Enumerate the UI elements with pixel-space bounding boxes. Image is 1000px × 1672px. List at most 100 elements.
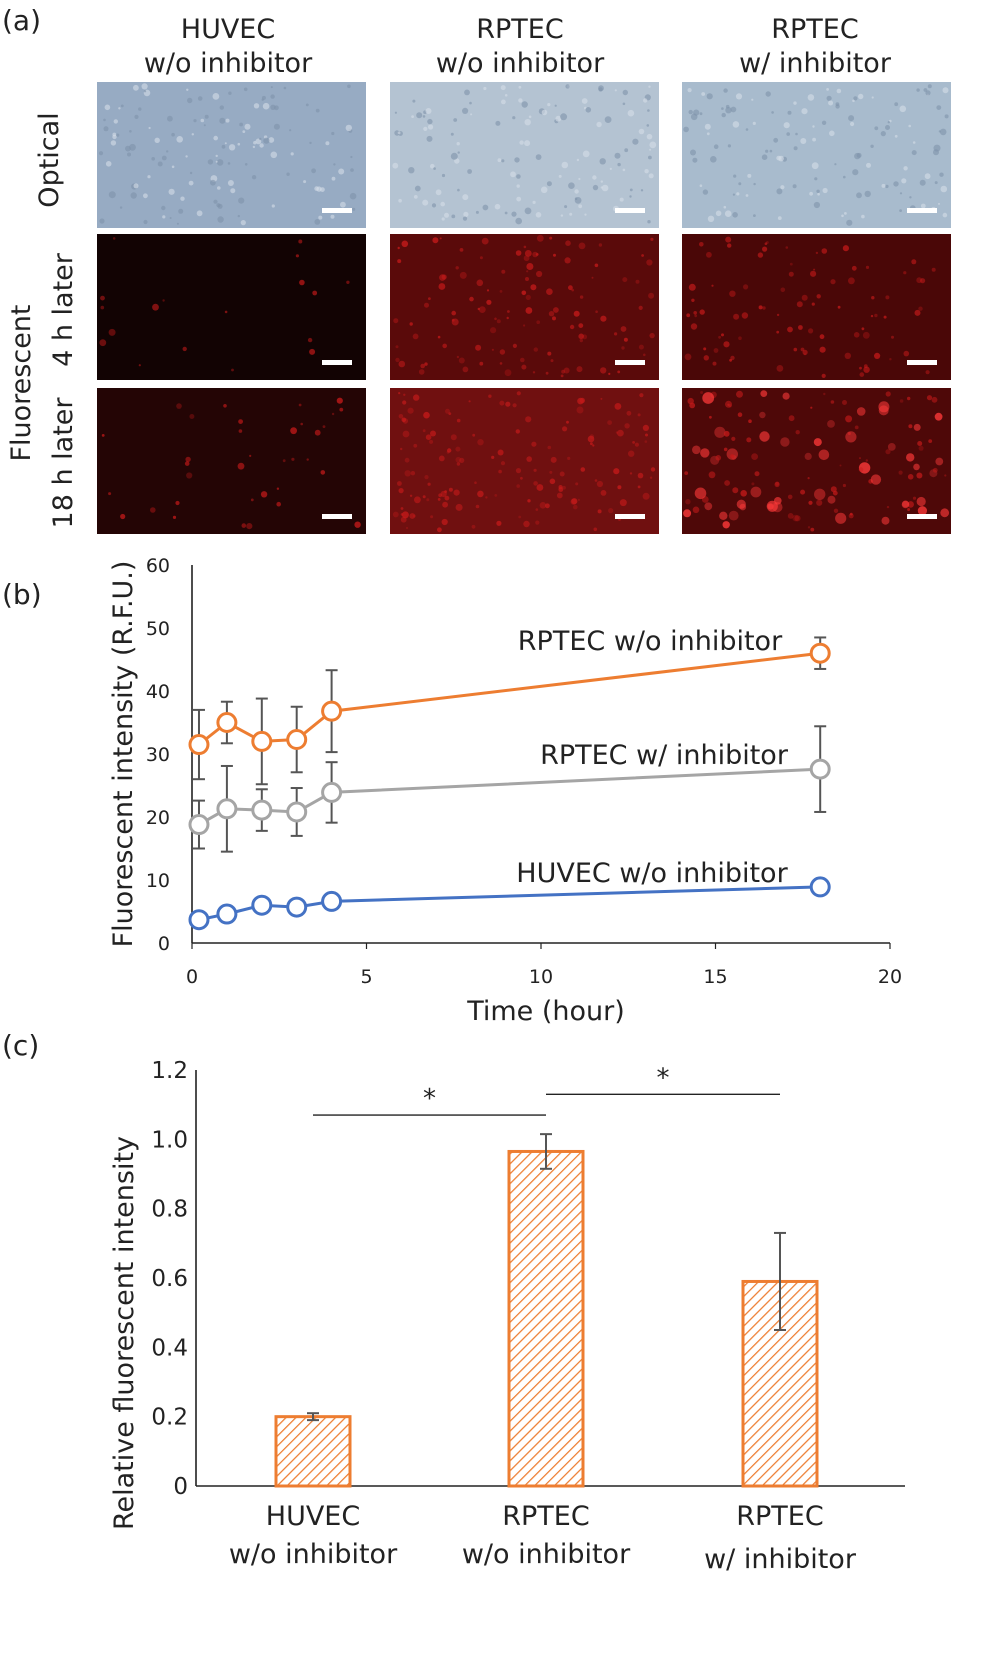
category-label-line2: w/o inhibitor <box>229 1539 398 1570</box>
fluorescent-spot <box>762 246 768 252</box>
cell-texture <box>761 154 768 160</box>
fluorescent-spot <box>764 242 768 245</box>
fluorescent-spot <box>429 439 434 444</box>
cell-texture <box>394 111 397 114</box>
fluorescent-spot <box>398 488 404 494</box>
fluorescent-spot <box>901 500 910 509</box>
fluorescent-spot <box>858 467 864 472</box>
fluorescent-spot <box>525 307 533 314</box>
cell-texture <box>108 191 116 199</box>
cell-texture <box>314 219 321 225</box>
cell-texture <box>769 149 773 153</box>
fluorescent-spot <box>635 279 640 284</box>
fluorescent-spot <box>702 392 715 404</box>
fluorescent-spot <box>713 348 719 353</box>
fluorescent-spot <box>565 240 571 246</box>
micrograph-background <box>682 234 951 380</box>
fluorescent-spot <box>249 454 252 457</box>
fluorescent-spot <box>152 303 159 311</box>
fluorescent-spot <box>821 373 826 378</box>
category-label-line2: w/ inhibitor <box>704 1544 857 1575</box>
fluorescent-spot <box>792 514 799 522</box>
fluorescent-spot <box>533 468 537 472</box>
fluorescent-spot <box>593 527 598 532</box>
fluorescent-spot <box>906 453 915 462</box>
cell-texture <box>887 121 890 124</box>
cell-texture <box>776 188 783 195</box>
cell-texture <box>938 202 940 205</box>
fluorescent-spot <box>865 265 870 269</box>
fluorescent-spot <box>818 449 830 461</box>
chart-c-y-tick-label: 0.4 <box>151 1335 188 1361</box>
cell-texture <box>504 94 508 97</box>
cell-texture <box>227 180 234 186</box>
micrograph-3-3 <box>682 388 951 534</box>
fluorescent-spot <box>703 347 707 351</box>
cell-texture <box>467 169 472 174</box>
fluorescent-spot <box>404 457 410 463</box>
data-point <box>809 642 831 664</box>
cell-texture <box>283 86 287 90</box>
cell-texture <box>925 90 931 96</box>
fluorescent-spot <box>944 474 947 477</box>
fluorescent-spot <box>448 487 453 492</box>
fluorescent-spot <box>913 423 921 431</box>
fluorescent-spot <box>472 433 476 437</box>
cell-texture <box>643 98 648 103</box>
cell-texture <box>176 136 183 143</box>
cell-texture <box>305 103 309 107</box>
fluorescent-spot <box>422 495 426 499</box>
fluorescent-spot <box>438 283 446 290</box>
fluorescent-spot <box>600 490 607 496</box>
cell-texture <box>730 106 737 113</box>
cell-texture <box>646 124 650 127</box>
fluorescent-spot <box>459 457 465 463</box>
cell-texture <box>331 176 336 181</box>
fluorescent-spot <box>516 484 520 488</box>
cell-texture <box>807 94 815 101</box>
fluorescent-spot <box>853 332 860 338</box>
cell-texture <box>846 219 853 226</box>
cell-texture <box>934 181 938 185</box>
fluorescent-spot <box>917 441 923 446</box>
cell-texture <box>423 126 428 131</box>
fluorescent-spot <box>395 357 400 363</box>
cell-texture <box>812 137 816 142</box>
cell-texture <box>112 132 117 137</box>
fluorescent-spot <box>762 306 766 310</box>
fluorescent-spot <box>189 414 195 419</box>
cell-texture <box>426 135 433 142</box>
cell-texture <box>103 118 106 122</box>
cell-texture <box>690 149 696 156</box>
fluorescent-spot <box>430 515 434 519</box>
fluorescent-spot <box>750 486 762 498</box>
fluorescent-spot <box>312 290 318 296</box>
fluorescent-spot <box>642 492 650 500</box>
fluorescent-spot <box>427 482 431 486</box>
cell-texture <box>885 125 890 130</box>
fluorescent-spot <box>455 456 462 463</box>
scale-bar <box>907 208 937 213</box>
cell-texture <box>706 93 713 100</box>
fluorescent-spot <box>646 259 653 266</box>
fluorescent-spot <box>535 253 539 256</box>
fluorescent-spot <box>418 369 425 375</box>
cell-texture <box>224 142 227 145</box>
fluorescent-spot <box>398 392 401 395</box>
cell-texture <box>939 128 947 136</box>
fluorescent-spot <box>724 480 730 486</box>
fluorescent-spot <box>499 362 503 365</box>
fluorescent-spot <box>428 297 431 300</box>
fluorescent-spot <box>916 277 923 284</box>
cell-texture <box>901 178 907 184</box>
cell-texture <box>167 115 173 122</box>
cell-texture <box>259 143 264 148</box>
cell-texture <box>475 210 479 214</box>
cell-texture <box>347 84 351 89</box>
fluorescent-spot <box>494 317 497 321</box>
fluorescent-spot <box>830 279 836 285</box>
fluorescent-spot <box>409 322 413 326</box>
cell-texture <box>215 154 218 158</box>
chart-b-y-tick-label: 50 <box>146 618 170 640</box>
